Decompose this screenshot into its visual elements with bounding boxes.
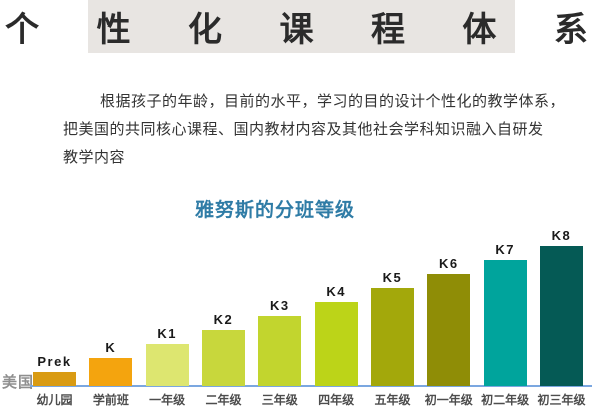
bar	[145, 344, 189, 386]
category-label: 一年级	[149, 393, 186, 407]
bar-column: K4 四年级	[314, 284, 358, 407]
bar-column: K3 三年级	[258, 298, 302, 407]
bar-value-label: K6	[438, 256, 459, 271]
category-label: 二年级	[205, 393, 242, 407]
page-title-band: 个 性 化 课 程 体 系	[5, 0, 588, 53]
bar-value-label: Prek	[37, 354, 72, 369]
bar-value-label: K8	[551, 228, 572, 243]
category-label: 初一年级	[424, 393, 473, 407]
bar-column: K6 初一年级	[425, 256, 473, 407]
intro-line: 把美国的共同核心课程、国内教材内容及其他社会学科知识融入自研发	[63, 121, 544, 138]
bar-value-label: K1	[157, 326, 177, 341]
intro-line: 根据孩子的年龄，目前的水平，学习的目的设计个性化的教学体系，	[100, 93, 566, 110]
bar	[89, 358, 133, 386]
bar-column: Prek 幼儿园	[33, 354, 76, 407]
bar-value-label: K2	[213, 312, 234, 327]
bar-value-label: K	[105, 340, 117, 355]
chart-title: 雅努斯的分班等级	[194, 200, 355, 221]
bar-column: K 学前班	[89, 340, 133, 407]
bar	[201, 330, 245, 386]
page-title: 个 性 化 课 程 体 系	[5, 11, 600, 49]
bar-column: K1 一年级	[145, 326, 189, 407]
category-label: 初二年级	[481, 393, 530, 407]
bars-container: Prek 幼儿园 K 学前班 K1 一年级 K2 二年级 K3 三年级 K4 四年级 K5 五年级 K6 初一…	[33, 0, 585, 407]
bar-column: K5 五年级	[370, 270, 414, 407]
bar	[258, 316, 302, 386]
category-label: 学前班	[92, 393, 129, 407]
category-label: 初三年级	[537, 393, 586, 407]
us-side-label: 美国	[2, 374, 35, 391]
bar-value-label: K3	[270, 298, 290, 313]
category-label: 三年级	[261, 393, 298, 407]
bar-column: K8 初三年级	[537, 228, 585, 407]
bar-value-label: K7	[495, 242, 515, 257]
bar	[539, 246, 583, 386]
category-label: 幼儿园	[36, 393, 73, 407]
bar	[314, 302, 358, 386]
chart-baseline	[30, 385, 592, 387]
bar-value-label: K4	[326, 284, 346, 299]
intro-paragraph: 根据孩子的年龄，目前的水平，学习的目的设计个性化的教学体系， 把美国的共同核心课…	[63, 88, 566, 172]
bar	[370, 288, 414, 386]
bar-value-label: K5	[382, 270, 403, 285]
bar-column: K2 二年级	[201, 312, 245, 407]
category-label: 五年级	[374, 393, 411, 407]
bar	[427, 274, 471, 386]
category-label: 四年级	[318, 393, 355, 407]
intro-line: 教学内容	[63, 149, 126, 166]
bar-column: K7 初二年级	[481, 242, 529, 407]
bar	[483, 260, 527, 386]
bar	[33, 372, 76, 386]
